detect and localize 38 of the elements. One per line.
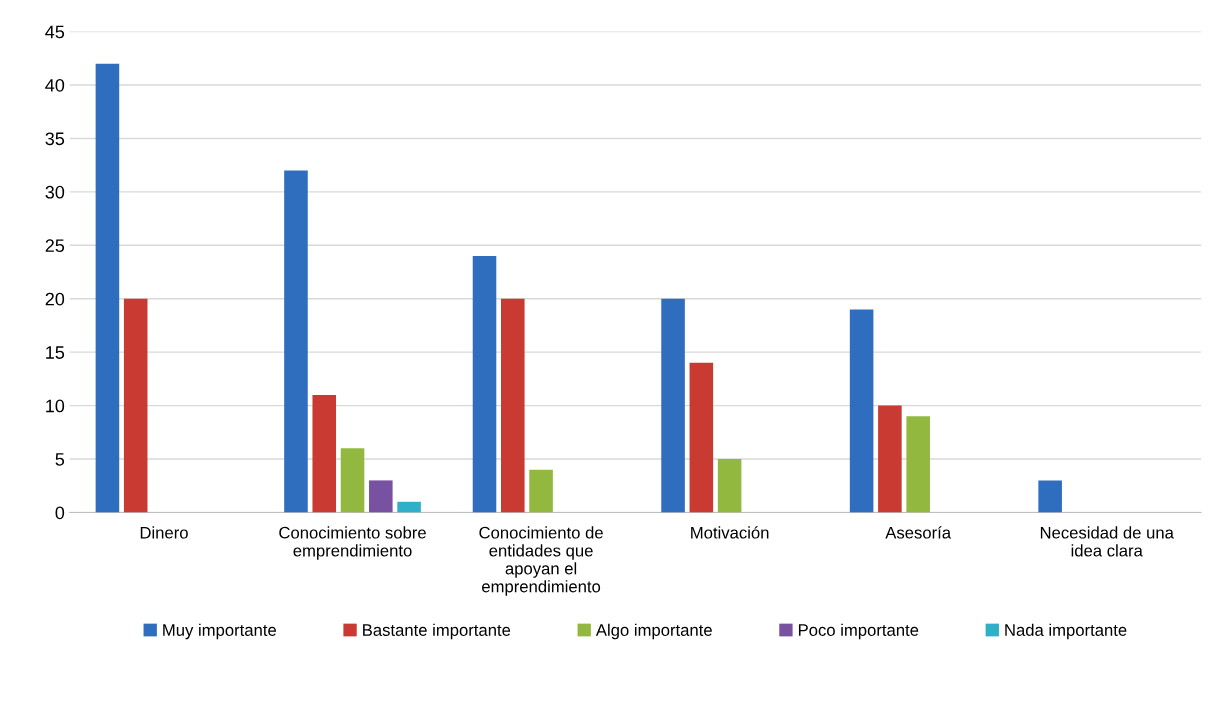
x-tick-label: Necesidad de una idea clara [1040,526,1174,557]
legend-label: Algo importante [595,623,712,640]
bar [878,405,902,513]
bar [397,501,421,513]
bar [717,459,742,513]
x-tick-label: Conocimiento sobre emprendimiento [279,526,426,560]
bar [689,362,714,513]
y-tick-label: 40 [45,78,65,92]
legend-label: Muy importante [163,623,276,640]
y-tick-label: 15 [46,346,65,359]
bar [661,298,685,513]
legend-label: Nada importante [1005,623,1127,640]
bar [1038,480,1062,513]
x-tick-label: Dinero [140,526,188,539]
y-tick-label: 45 [45,25,65,39]
y-tick-label: 5 [55,453,65,466]
bar [906,416,930,513]
bar [284,170,308,513]
x-tick-label: Asesoría [885,526,952,539]
x-tick-label: Conocimiento de entidades que apoyan el emprendimiento [479,526,603,596]
legend-label: Bastante importante [363,623,511,640]
bar [369,480,393,513]
bar [340,448,365,513]
legend-label: Poco importante [798,623,919,640]
bar [501,298,525,513]
y-tick-label: 10 [46,399,65,413]
y-tick-label: 35 [45,132,65,146]
y-tick-label: 25 [45,239,65,253]
bar [312,394,337,513]
y-tick-label: 0 [55,506,65,520]
x-tick-label: Motivación [691,526,769,539]
bar [529,469,553,513]
bar [849,309,874,513]
bar [123,298,148,513]
y-tick-label: 30 [45,185,65,199]
bar [472,256,497,513]
y-tick-label: 20 [45,292,65,306]
bar [95,63,120,513]
